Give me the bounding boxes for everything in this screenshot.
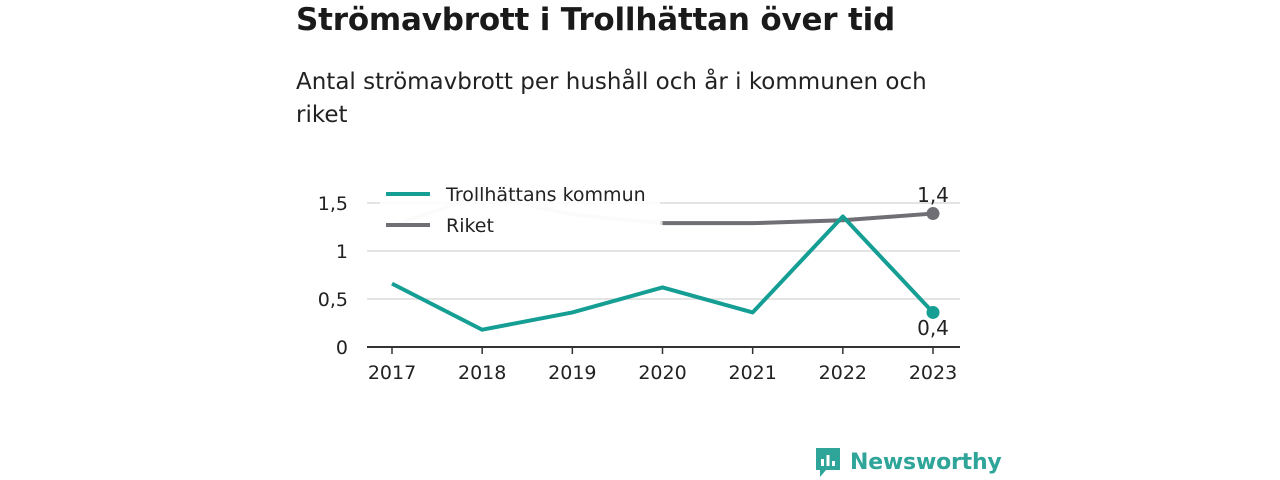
kommun-series [391,214,940,332]
kommun-line [391,214,935,332]
legend-label-riket: Riket [446,215,494,237]
riket-end-label: 1,4 [917,183,949,207]
x-tick-label: 2019 [548,362,596,384]
x-tick-label: 2022 [819,362,867,384]
y-tick-label: 1,5 [318,193,348,215]
newsworthy-logo-icon [816,448,840,477]
x-tick-label: 2023 [909,362,957,384]
brand-name: Newsworthy [850,449,1002,475]
legend-label-kommun: Trollhättans kommun [445,184,646,206]
chart-subtitle: Antal strömavbrott per hushåll och år i … [296,69,927,128]
newsworthy-logo: Newsworthy [814,446,1002,478]
x-tick-label: 2017 [368,362,416,384]
end-labels: 1,4 0,4 [917,183,949,340]
x-tick-label: 2018 [458,362,506,384]
riket-end-point [926,207,940,221]
kommun-end-point [926,305,940,319]
kommun-end-label: 0,4 [917,316,949,340]
y-tick-label: 0,5 [318,289,348,311]
y-tick-label: 1 [336,241,348,263]
x-tick-label: 2021 [728,362,776,384]
legend: Trollhättans kommun Riket [380,178,660,240]
y-tick-label: 0 [336,337,348,359]
axes: 0 0,5 1 1,5 2017 2018 2019 2020 2021 2022 2023 [318,193,960,384]
legend-background [380,178,660,240]
riket-line [662,211,934,226]
x-tick-label: 2020 [638,362,686,384]
chart-title: Strömavbrott i Trollhättan över tid [296,2,896,38]
